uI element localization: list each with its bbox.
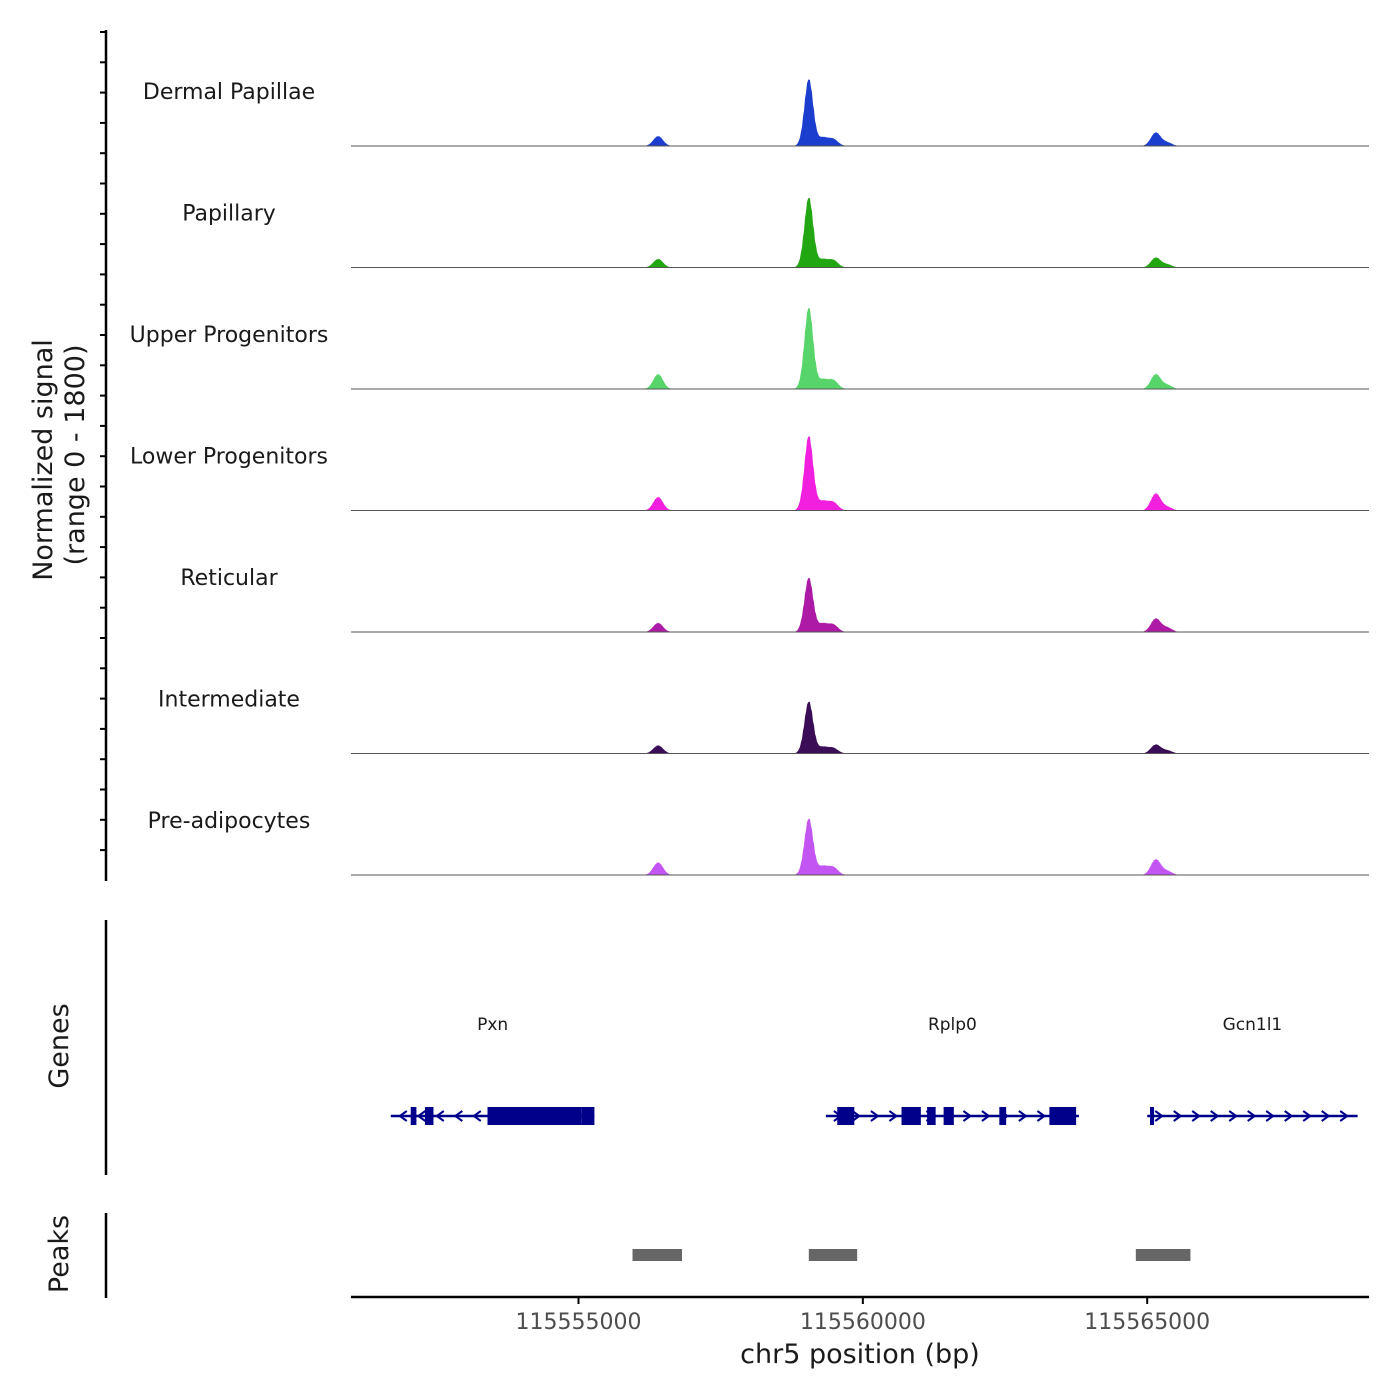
x-tick-label: 115555000 <box>515 1310 641 1335</box>
gene-exon <box>487 1107 582 1125</box>
gene-exon <box>901 1107 921 1125</box>
coverage-area <box>351 307 1369 389</box>
x-axis-ticks: 115555000 115560000 115565000 <box>515 1297 1210 1335</box>
track-label: Papillary <box>182 202 276 227</box>
gene-annotations: Pxn Rplp0 Gcn1l1 <box>390 1015 1358 1125</box>
strand-arrow <box>1339 1110 1349 1122</box>
strand-arrow <box>1154 1110 1164 1122</box>
gene-exon <box>1049 1107 1077 1125</box>
strand-arrow <box>1173 1110 1183 1122</box>
track-pre-adipocytes: Pre-adipocytes <box>148 809 1369 876</box>
strand-arrow <box>1247 1110 1257 1122</box>
strand-arrow <box>1210 1110 1220 1122</box>
coverage-area <box>351 79 1369 146</box>
track-papillary: Papillary <box>182 197 1369 268</box>
strand-arrow <box>851 1110 862 1122</box>
x-axis-title: chr5 position (bp) <box>740 1339 980 1370</box>
strand-arrow <box>1284 1110 1294 1122</box>
track-label: Upper Progenitors <box>130 323 329 348</box>
gene-exon <box>410 1107 417 1125</box>
coverage-y-ticks <box>100 31 106 852</box>
strand-arrow <box>870 1110 880 1122</box>
track-label: Intermediate <box>158 688 300 713</box>
strand-arrow <box>981 1110 991 1122</box>
peak-region <box>1135 1249 1191 1261</box>
gene-rplp0: Rplp0 <box>825 1015 1079 1125</box>
gene-exon <box>999 1107 1007 1125</box>
strand-arrow <box>1018 1110 1028 1122</box>
peak-regions <box>632 1249 1191 1261</box>
coverage-area <box>351 436 1369 511</box>
gene-exon <box>1150 1107 1155 1125</box>
track-label: Lower Progenitors <box>130 445 328 470</box>
peaks-panel-label: Peaks <box>44 1215 75 1293</box>
strand-arrow <box>398 1110 408 1122</box>
track-label: Dermal Papillae <box>143 80 315 105</box>
track-lower-progenitors: Lower Progenitors <box>130 436 1369 511</box>
strand-arrow <box>1036 1110 1047 1122</box>
track-reticular: Reticular <box>180 566 1369 633</box>
strand-arrow <box>1191 1110 1201 1122</box>
gene-gcn1l1: Gcn1l1 <box>1147 1015 1358 1125</box>
coverage-area <box>351 701 1369 754</box>
strand-arrow <box>1321 1110 1331 1122</box>
strand-arrow <box>888 1110 899 1122</box>
gene-exon <box>837 1107 855 1125</box>
gene-exon <box>927 1107 936 1125</box>
gene-name: Pxn <box>477 1015 508 1035</box>
strand-arrow <box>1228 1110 1238 1122</box>
strand-arrow <box>435 1110 445 1122</box>
x-tick-label: 115560000 <box>800 1310 926 1335</box>
track-upper-progenitors: Upper Progenitors <box>130 307 1369 390</box>
coverage-area <box>351 577 1369 632</box>
y-axis-title: Normalized signal <box>28 339 59 581</box>
coverage-area <box>351 197 1369 268</box>
strand-arrow <box>1302 1110 1312 1122</box>
strand-arrow <box>453 1110 463 1122</box>
strand-arrow <box>472 1110 482 1122</box>
peak-region <box>808 1249 858 1261</box>
x-tick-label: 115565000 <box>1084 1310 1210 1335</box>
y-axis-range: (range 0 - 1800) <box>60 345 91 566</box>
gene-exon <box>581 1107 595 1125</box>
gene-pxn: Pxn <box>390 1015 595 1125</box>
peak-region <box>632 1249 682 1261</box>
gene-exon <box>424 1107 434 1125</box>
strand-arrow <box>1265 1110 1275 1122</box>
strand-arrow <box>962 1110 973 1122</box>
gene-name: Rplp0 <box>928 1015 977 1035</box>
gene-exon <box>943 1107 954 1125</box>
track-label: Reticular <box>180 566 278 591</box>
genes-panel-label: Genes <box>44 1003 75 1088</box>
track-label: Pre-adipocytes <box>148 809 311 834</box>
track-dermal-papillae: Dermal Papillae <box>143 79 1369 147</box>
coverage-tracks: Dermal Papillae Papillary Upper Progenitor… <box>130 79 1369 876</box>
gene-name: Gcn1l1 <box>1223 1015 1283 1035</box>
strand-arrow <box>416 1110 426 1122</box>
coverage-area <box>351 818 1369 875</box>
track-intermediate: Intermediate <box>158 688 1369 754</box>
